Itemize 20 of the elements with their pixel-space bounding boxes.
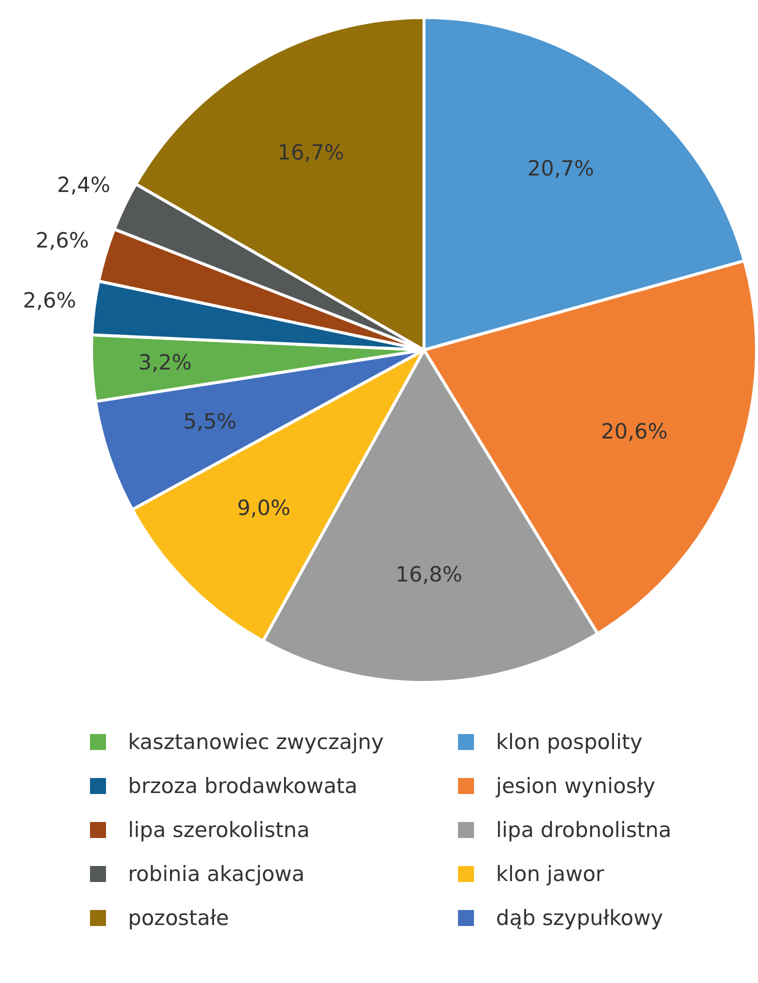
legend-label: jesion wyniosły	[496, 774, 656, 798]
data-label: 3,2%	[138, 350, 192, 375]
legend-label: dąb szypułkowy	[496, 906, 664, 930]
data-label: 16,7%	[277, 140, 344, 165]
legend-label: lipa drobnolistna	[496, 818, 672, 842]
data-label: 20,6%	[601, 419, 668, 444]
data-label: 16,8%	[396, 562, 462, 586]
legend-label: klon pospolity	[496, 730, 642, 754]
data-label: 2,6%	[22, 288, 76, 313]
data-label: 20,7%	[527, 156, 594, 180]
legend-label: brzoza brodawkowata	[128, 774, 358, 798]
legend-label: lipa szerokolistna	[128, 818, 310, 842]
data-label: 2,6%	[36, 228, 89, 252]
data-label: 5,5%	[183, 409, 237, 434]
legend-label: pozostałe	[128, 906, 229, 930]
legend-label: kasztanowiec zwyczajny	[128, 730, 384, 754]
data-label: 9,0%	[237, 496, 290, 520]
legend-label: robinia akacjowa	[128, 862, 305, 886]
data-label: 2,4%	[56, 173, 110, 198]
legend-label: klon jawor	[496, 862, 604, 886]
